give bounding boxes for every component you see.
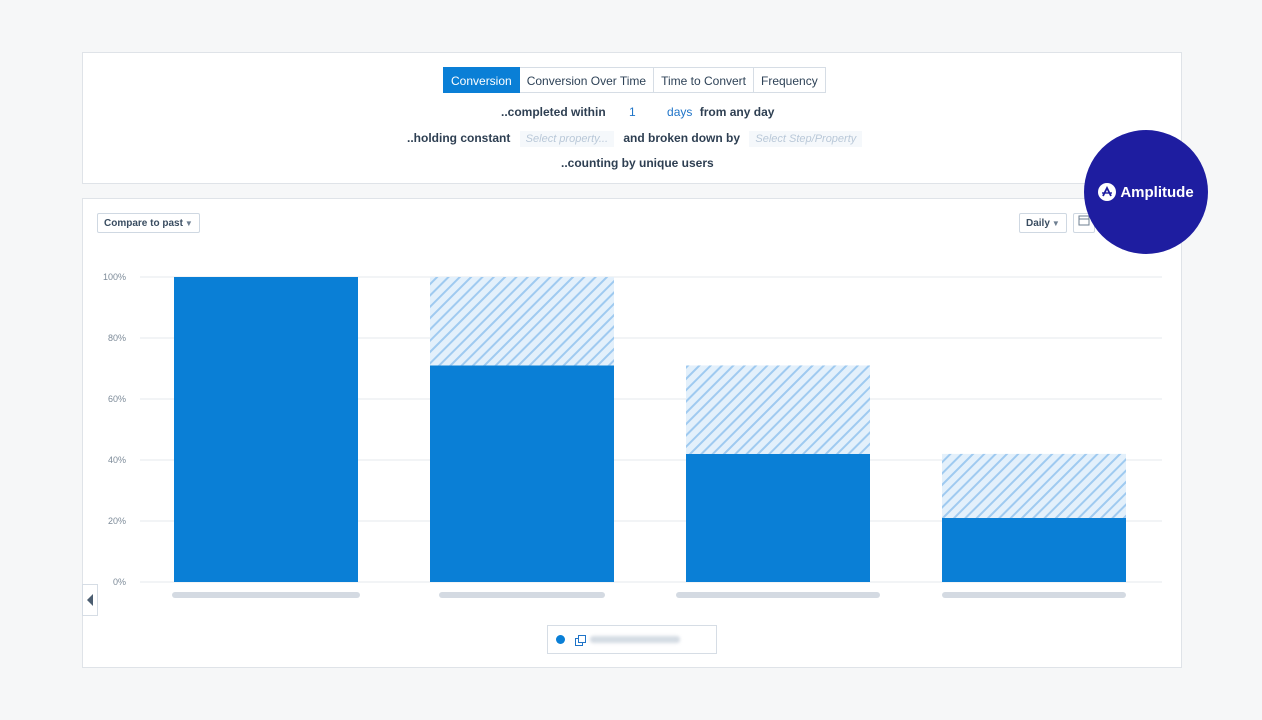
completed-within-label: ..completed within — [501, 105, 606, 119]
x-axis-label-redacted — [172, 592, 360, 598]
y-tick-label: 80% — [108, 333, 126, 343]
tab-frequency[interactable]: Frequency — [754, 67, 826, 93]
amplitude-logo-text: Amplitude — [1120, 183, 1194, 201]
bar-converted[interactable] — [430, 365, 614, 582]
completed-within-row: ..completed within 1 days from any day — [501, 105, 774, 119]
completed-within-unit-select[interactable]: days — [667, 105, 693, 119]
calendar-icon — [1078, 215, 1090, 226]
completed-within-value[interactable]: 1 — [629, 105, 636, 119]
y-tick-label: 0% — [113, 577, 126, 587]
copy-icon[interactable] — [575, 635, 586, 646]
chart-type-tabs: Conversion Conversion Over Time Time to … — [443, 67, 826, 93]
legend-series-name-redacted — [590, 636, 680, 643]
funnel-settings-panel: Conversion Conversion Over Time Time to … — [82, 52, 1182, 184]
compare-to-past-label: Compare to past — [104, 218, 183, 229]
legend-series-dot[interactable] — [556, 635, 565, 644]
tab-conversion-over-time[interactable]: Conversion Over Time — [519, 67, 655, 93]
scroll-left-button[interactable] — [82, 584, 98, 616]
interval-label: Daily — [1026, 218, 1050, 229]
y-tick-label: 40% — [108, 455, 126, 465]
chevron-left-icon — [87, 594, 93, 606]
counting-label[interactable]: ..counting by unique users — [561, 156, 714, 170]
x-axis-label-redacted — [439, 592, 605, 598]
chevron-down-icon: ▼ — [1051, 219, 1060, 228]
bar-dropoff[interactable] — [942, 453, 1126, 518]
bar-dropoff[interactable] — [430, 277, 614, 366]
chart-bars — [174, 277, 1126, 582]
x-axis-label-redacted — [676, 592, 880, 598]
y-tick-label: 20% — [108, 516, 126, 526]
from-any-day-label[interactable]: from any day — [699, 105, 775, 119]
holding-constant-label: ..holding constant — [407, 131, 511, 145]
chart-legend — [547, 625, 717, 654]
x-axis-label-redacted — [942, 592, 1126, 598]
x-axis-labels — [172, 592, 1126, 598]
bar-dropoff[interactable] — [686, 365, 870, 454]
bar-converted[interactable] — [686, 453, 870, 582]
compare-to-past-button[interactable]: Compare to past ▼ — [97, 213, 200, 233]
bar-converted[interactable] — [942, 517, 1126, 582]
broken-down-select[interactable]: Select Step/Property — [749, 131, 863, 147]
holding-constant-row: ..holding constant Select property... an… — [407, 131, 868, 147]
tab-conversion[interactable]: Conversion — [443, 67, 520, 93]
chevron-down-icon: ▼ — [184, 219, 193, 228]
tab-time-to-convert[interactable]: Time to Convert — [654, 67, 754, 93]
y-axis-ticks: 0% 20% 40% 60% 80% 100% — [103, 272, 126, 587]
y-tick-label: 100% — [103, 272, 126, 282]
amplitude-logo-icon — [1098, 183, 1117, 201]
y-tick-label: 60% — [108, 394, 126, 404]
interval-select[interactable]: Daily ▼ — [1019, 213, 1067, 233]
counting-row: ..counting by unique users — [561, 156, 714, 170]
holding-constant-select[interactable]: Select property... — [519, 131, 615, 147]
broken-down-label: and broken down by — [623, 131, 741, 145]
amplitude-logo: Amplitude — [1084, 130, 1208, 254]
bar-converted[interactable] — [174, 277, 358, 582]
